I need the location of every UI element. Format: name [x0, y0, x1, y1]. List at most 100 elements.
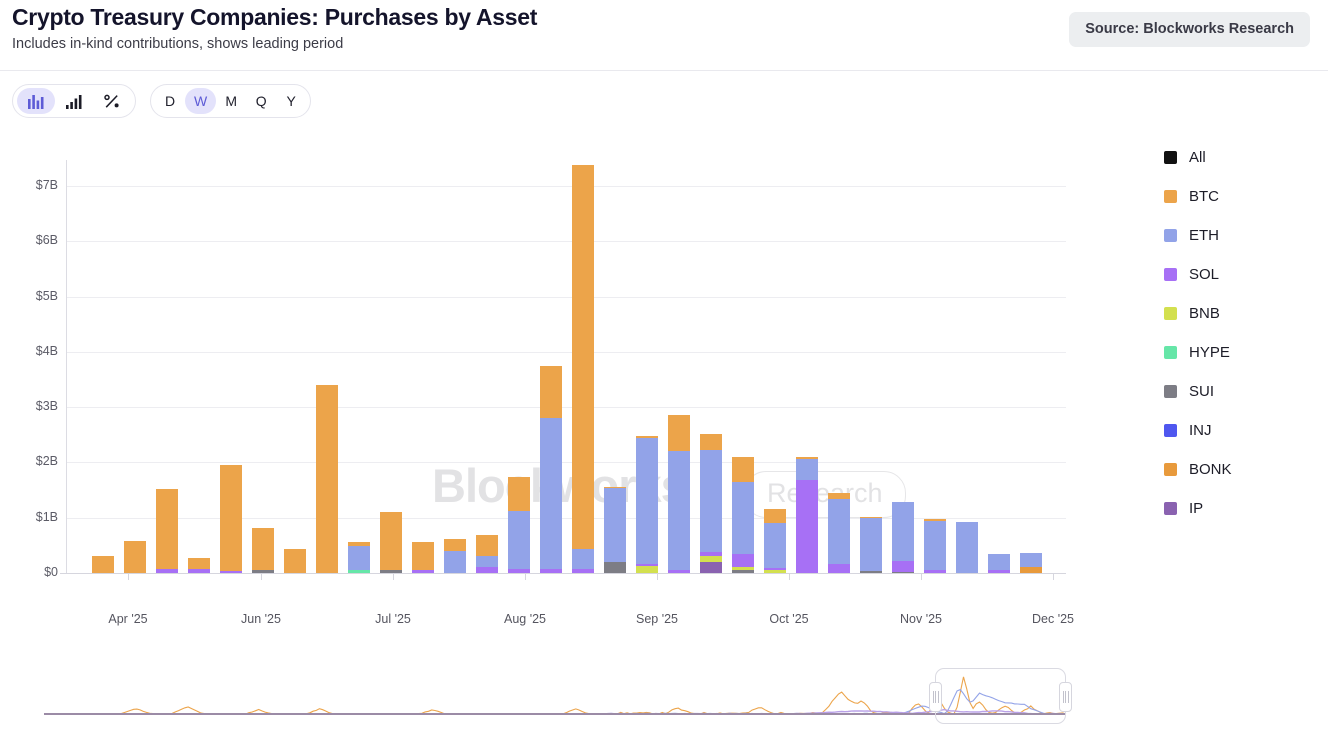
bar-segment-sui: [604, 561, 626, 573]
bar-column[interactable]: [412, 542, 434, 573]
bar-column[interactable]: [956, 522, 978, 573]
bar-segment-eth: [988, 553, 1010, 571]
bar-column[interactable]: [284, 548, 306, 573]
legend-swatch-eth: [1164, 229, 1177, 242]
navigator-selection-window[interactable]: [935, 668, 1066, 724]
bar-segment-eth: [572, 548, 594, 570]
navigator-handle-right[interactable]: [1059, 682, 1072, 712]
bar-column[interactable]: [924, 519, 946, 573]
legend-item-eth[interactable]: ETH: [1164, 216, 1324, 255]
legend-item-btc[interactable]: BTC: [1164, 177, 1324, 216]
period-button-q[interactable]: Q: [255, 93, 267, 109]
percent-chart-type-button[interactable]: [93, 88, 131, 114]
bar-segment-eth: [604, 488, 626, 562]
bar-segment-bnb: [636, 565, 658, 573]
legend-label: SUI: [1189, 383, 1215, 400]
bar-column[interactable]: [988, 553, 1010, 573]
legend-item-inj[interactable]: INJ: [1164, 411, 1324, 450]
x-axis-tickmark: [128, 574, 129, 580]
legend-swatch-bonk: [1164, 463, 1177, 476]
bar-column[interactable]: [156, 488, 178, 573]
bar-segment-eth: [348, 545, 370, 571]
legend-item-sui[interactable]: SUI: [1164, 372, 1324, 411]
legend-item-ip[interactable]: IP: [1164, 489, 1324, 528]
bar-column[interactable]: [764, 508, 786, 573]
bar-segment-sol: [156, 568, 178, 573]
x-axis-tick-label: Oct '25: [769, 612, 809, 626]
bar-segment-btc: [572, 165, 594, 549]
x-axis-tick-label: Jun '25: [241, 612, 281, 626]
bar-segment-btc: [540, 366, 562, 419]
bar-column[interactable]: [828, 493, 850, 573]
bar-segment-sol: [540, 569, 562, 573]
bar-column[interactable]: [668, 414, 690, 573]
bar-segment-btc: [188, 557, 210, 569]
period-button-m[interactable]: M: [225, 93, 238, 109]
bar-segment-sol: [924, 569, 946, 573]
bar-segment-hype: [348, 570, 370, 573]
legend-item-all[interactable]: All: [1164, 138, 1324, 177]
bar-segment-sui: [380, 570, 402, 573]
bar-segment-btc: [316, 384, 338, 573]
page-header: Crypto Treasury Companies: Purchases by …: [0, 0, 1328, 71]
bar-segment-eth: [892, 501, 914, 562]
legend-item-bonk[interactable]: BONK: [1164, 450, 1324, 489]
bar-column[interactable]: [316, 384, 338, 573]
legend-item-bnb[interactable]: BNB: [1164, 294, 1324, 333]
navigator-handle-left[interactable]: [929, 682, 942, 712]
bar-column[interactable]: [572, 165, 594, 573]
period-button-d[interactable]: D: [164, 93, 176, 109]
bar-segment-eth: [924, 521, 946, 570]
bar-segment-btc: [828, 493, 850, 499]
x-axis-tick-label: Aug '25: [503, 612, 547, 626]
bar-column[interactable]: [252, 527, 274, 573]
bar-segment-btc: [412, 542, 434, 571]
x-axis-tickmark: [1053, 574, 1054, 580]
bar-column[interactable]: [380, 512, 402, 573]
legend-label: IP: [1189, 500, 1204, 517]
legend-item-sol[interactable]: SOL: [1164, 255, 1324, 294]
legend-swatch-ip: [1164, 502, 1177, 515]
bar-segment-sol: [188, 568, 210, 573]
period-button-w[interactable]: W: [185, 88, 217, 114]
bar-segment-btc: [156, 488, 178, 569]
percent-icon: [104, 94, 120, 109]
bar-column[interactable]: [476, 534, 498, 573]
legend-item-hype[interactable]: HYPE: [1164, 333, 1324, 372]
bar-column[interactable]: [732, 456, 754, 573]
bar-column[interactable]: [124, 541, 146, 573]
bar-column[interactable]: [860, 517, 882, 573]
bar-column[interactable]: [892, 501, 914, 573]
y-axis-tick-label: $1B: [35, 509, 58, 524]
bar-column[interactable]: [700, 434, 722, 573]
bar-column[interactable]: [540, 366, 562, 573]
bar-segment-sol: [892, 561, 914, 572]
bar-column[interactable]: [444, 538, 466, 573]
bar-column[interactable]: [796, 457, 818, 573]
bar-segment-btc: [92, 555, 114, 573]
page-subtitle: Includes in-kind contributions, shows le…: [12, 36, 344, 52]
gridline: [66, 351, 1066, 353]
source-badge: Source: Blockworks Research: [1069, 12, 1310, 47]
bar-segment-btc: [252, 527, 274, 571]
legend-swatch-sol: [1164, 268, 1177, 281]
bar-chart-type-button[interactable]: [55, 88, 93, 114]
bar-column[interactable]: [188, 557, 210, 573]
bar-column[interactable]: [92, 555, 114, 573]
column-chart-type-button[interactable]: [17, 88, 55, 114]
x-axis-tickmark: [921, 574, 922, 580]
bar-segment-btc: [604, 487, 626, 489]
bar-column[interactable]: [220, 465, 242, 573]
bar-column[interactable]: [1020, 552, 1042, 573]
bar-column[interactable]: [348, 542, 370, 573]
bar-segment-btc: [860, 517, 882, 519]
x-axis-tick-label: Nov '25: [900, 612, 942, 626]
chart-navigator[interactable]: [0, 660, 1150, 732]
period-button-y[interactable]: Y: [286, 93, 296, 109]
bar-segment-sui: [732, 569, 754, 573]
gridline: [66, 407, 1066, 409]
gridline: [66, 517, 1066, 519]
bar-column[interactable]: [636, 436, 658, 573]
bar-column[interactable]: [604, 487, 626, 573]
bar-column[interactable]: [508, 476, 530, 573]
